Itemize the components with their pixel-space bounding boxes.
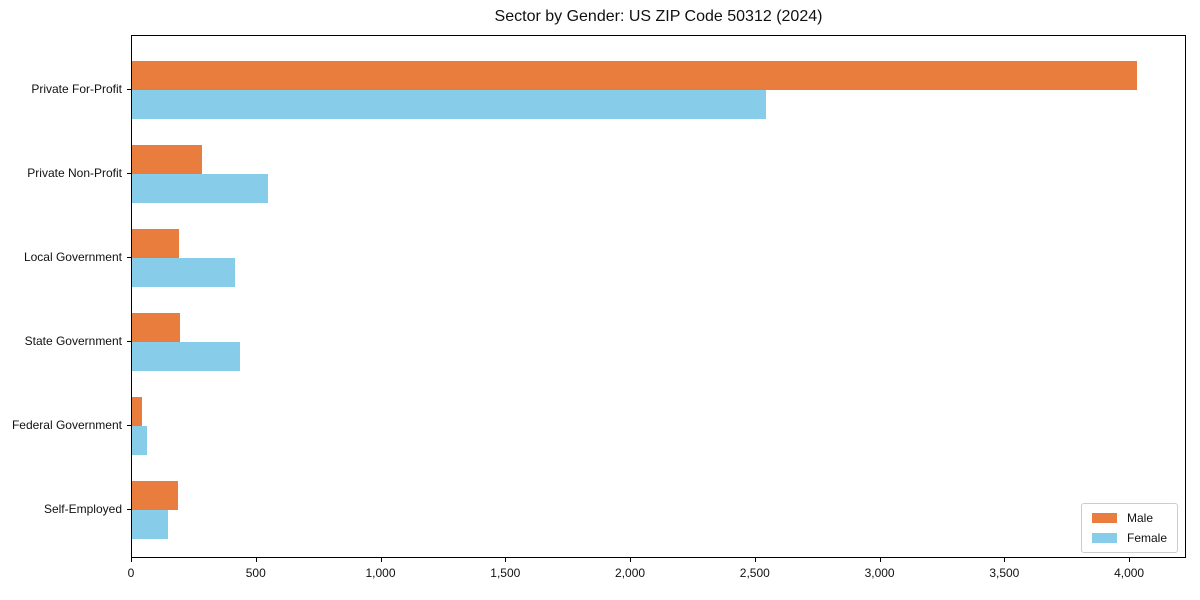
category-label-state-government: State Government [24, 333, 122, 348]
bar-male-private-non-profit [132, 144, 203, 174]
category-label-private-for-profit: Private For-Profit [31, 81, 122, 96]
x-tick-label-0: 0 [127, 566, 135, 580]
x-tick-0 [131, 558, 132, 562]
x-tick-3500 [1004, 558, 1006, 562]
category-label-self-employed: Self-Employed [43, 501, 122, 516]
x-tick-label-2000: 2,000 [615, 566, 646, 580]
x-tick-label-500: 500 [245, 566, 266, 580]
x-tick-3000 [879, 558, 881, 562]
x-tick-500 [255, 558, 257, 562]
x-tick-label-3500: 3,500 [989, 566, 1020, 580]
legend-label-male: Male [1126, 511, 1153, 525]
bar-female-federal-government [132, 425, 148, 455]
y-tick-local-government [127, 256, 131, 258]
category-label-private-non-profit: Private Non-Profit [27, 165, 122, 180]
y-tick-private-non-profit [127, 172, 131, 174]
x-tick-label-4000: 4,000 [1114, 566, 1145, 580]
category-label-federal-government: Federal Government [11, 417, 122, 432]
bar-male-local-government [132, 228, 180, 258]
y-tick-federal-government [127, 424, 131, 426]
chart-title: Sector by Gender: US ZIP Code 50312 (202… [494, 8, 823, 25]
bar-female-private-non-profit [132, 173, 268, 203]
x-tick-label-2500: 2,500 [739, 566, 770, 580]
x-tick-label-1000: 1,000 [365, 566, 396, 580]
x-tick-2500 [754, 558, 756, 562]
x-tick-label-3000: 3,000 [864, 566, 895, 580]
male-legend-swatch [1091, 513, 1117, 523]
x-tick-4000 [1129, 558, 1131, 562]
y-tick-state-government [127, 340, 131, 342]
x-tick-2000 [630, 558, 632, 562]
bar-male-state-government [132, 312, 180, 342]
bar-female-state-government [132, 341, 241, 371]
bar-female-local-government [132, 257, 236, 287]
bar-male-self-employed [132, 480, 178, 510]
x-tick-1000 [380, 558, 382, 562]
category-label-local-government: Local Government [23, 249, 122, 264]
plot-area: Male Female [131, 35, 1186, 558]
bar-female-private-for-profit [132, 89, 767, 119]
bar-female-self-employed [132, 509, 168, 539]
female-legend-swatch [1091, 533, 1117, 543]
legend-label-female: Female [1126, 531, 1167, 545]
x-tick-label-1500: 1,500 [490, 566, 521, 580]
x-tick-1500 [505, 558, 507, 562]
legend-item-male: Male [1091, 511, 1167, 525]
y-tick-self-employed [127, 508, 131, 510]
bar-male-private-for-profit [132, 60, 1137, 90]
legend: Male Female [1080, 503, 1178, 553]
bar-male-federal-government [132, 396, 142, 426]
legend-item-female: Female [1091, 531, 1167, 545]
y-tick-private-for-profit [127, 88, 131, 90]
